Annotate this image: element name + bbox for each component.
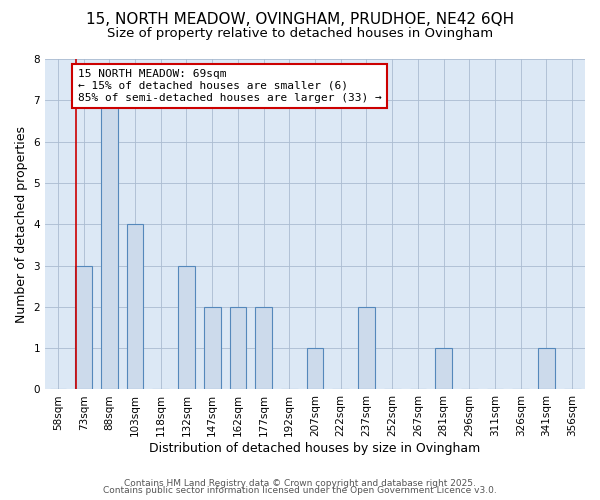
X-axis label: Distribution of detached houses by size in Ovingham: Distribution of detached houses by size … (149, 442, 481, 455)
Bar (255, 307, 272, 390)
Text: Size of property relative to detached houses in Ovingham: Size of property relative to detached ho… (107, 28, 493, 40)
Y-axis label: Number of detached properties: Number of detached properties (15, 126, 28, 322)
Text: Contains HM Land Registry data © Crown copyright and database right 2025.: Contains HM Land Registry data © Crown c… (124, 478, 476, 488)
Bar (538, 348, 555, 390)
Bar (101, 100, 118, 390)
Bar (127, 224, 143, 390)
Bar (435, 348, 452, 390)
Text: 15 NORTH MEADOW: 69sqm
← 15% of detached houses are smaller (6)
85% of semi-deta: 15 NORTH MEADOW: 69sqm ← 15% of detached… (78, 70, 382, 102)
Bar (230, 307, 246, 390)
Text: 15, NORTH MEADOW, OVINGHAM, PRUDHOE, NE42 6QH: 15, NORTH MEADOW, OVINGHAM, PRUDHOE, NE4… (86, 12, 514, 28)
Bar (178, 266, 195, 390)
Bar (204, 307, 221, 390)
Bar (307, 348, 323, 390)
Text: Contains public sector information licensed under the Open Government Licence v3: Contains public sector information licen… (103, 486, 497, 495)
Bar (358, 307, 375, 390)
Bar (75, 266, 92, 390)
